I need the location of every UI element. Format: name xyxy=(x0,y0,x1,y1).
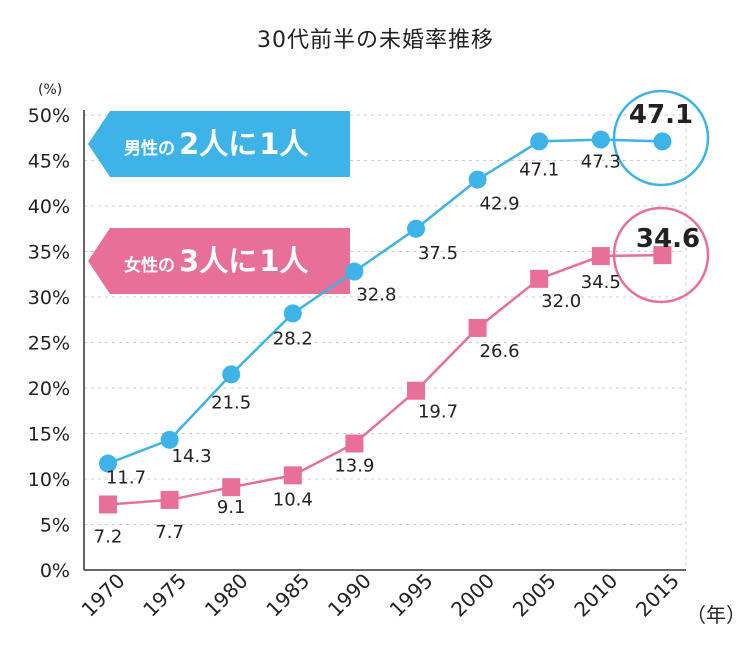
y-tick-label: 25% xyxy=(28,333,70,355)
x-axis-unit: （年） xyxy=(686,603,746,627)
data-label: 13.9 xyxy=(334,456,374,477)
data-label-highlight: 34.6 xyxy=(636,224,700,254)
data-label: 19.7 xyxy=(418,402,458,423)
y-tick-label: 40% xyxy=(28,196,70,218)
data-point xyxy=(283,466,302,485)
x-tick-label: 1990 xyxy=(323,569,376,622)
series-line xyxy=(107,138,663,465)
data-point xyxy=(99,454,117,473)
label-layer: 11.7 14.3 21.5 28.2 32.8 37.5 42.9 47.1 47.3 7.2 7… xyxy=(94,100,700,547)
data-label: 28.2 xyxy=(273,328,313,349)
data-label: 9.1 xyxy=(217,497,246,518)
y-axis-unit: (%) xyxy=(38,82,62,98)
callout-text-part: 女性の xyxy=(124,255,175,276)
y-tick-label: 0% xyxy=(40,560,70,582)
data-label: 21.5 xyxy=(211,392,251,413)
y-tick-label: 15% xyxy=(28,424,70,446)
data-label: 47.1 xyxy=(519,159,559,180)
data-point xyxy=(99,495,117,514)
series-line xyxy=(107,253,663,506)
data-point xyxy=(653,246,672,265)
x-tick-label: 1975 xyxy=(138,569,191,622)
x-tick-label: 1985 xyxy=(261,569,314,622)
data-point xyxy=(591,247,610,266)
data-point xyxy=(653,132,672,151)
data-label: 34.5 xyxy=(581,272,621,293)
series-layer xyxy=(99,89,710,514)
callout-text-part: 人に xyxy=(199,244,257,278)
callout-text-part: 人 xyxy=(279,127,308,161)
data-point xyxy=(530,269,549,288)
x-tick-label: 2010 xyxy=(569,569,622,622)
data-label: 32.8 xyxy=(356,285,396,306)
data-point xyxy=(160,430,179,449)
callout-text: 男性の 2人に1人 xyxy=(124,127,308,161)
data-label: 7.2 xyxy=(94,526,123,547)
y-tick-label: 45% xyxy=(28,151,70,173)
data-point xyxy=(345,434,364,453)
callout-text-part: 1 xyxy=(259,244,279,278)
data-label-highlight: 47.1 xyxy=(629,100,693,130)
data-point xyxy=(222,365,241,384)
y-tick-label: 50% xyxy=(28,105,70,127)
data-label: 11.7 xyxy=(106,468,146,489)
data-point xyxy=(530,132,549,151)
data-label: 14.3 xyxy=(172,446,212,467)
data-label: 32.0 xyxy=(541,291,581,312)
callout-arrow xyxy=(88,228,350,294)
highlight-ring xyxy=(612,206,710,304)
callout-text-part: 1 xyxy=(259,127,279,161)
data-point xyxy=(283,304,302,323)
data-point xyxy=(407,219,425,238)
data-point xyxy=(345,262,364,281)
x-tick-label: 2015 xyxy=(631,569,684,622)
callout-text-part: 3 xyxy=(179,244,199,278)
y-tick-label: 30% xyxy=(28,287,70,309)
data-label: 26.6 xyxy=(480,341,520,362)
data-label: 37.5 xyxy=(418,243,458,264)
highlight-ring xyxy=(612,89,710,187)
chart-title: 30代前半の未婚率推移 xyxy=(257,28,494,53)
data-point xyxy=(222,478,241,497)
x-tick-label: 1980 xyxy=(200,569,253,622)
x-tick-label: 1995 xyxy=(385,569,438,622)
x-tick-label: 2005 xyxy=(508,569,561,622)
data-point xyxy=(160,490,179,509)
y-tick-label: 5% xyxy=(40,515,70,537)
data-label: 47.3 xyxy=(581,152,621,173)
data-label: 7.7 xyxy=(155,522,184,543)
y-tick-label: 10% xyxy=(28,469,70,491)
y-tick-label: 20% xyxy=(28,378,70,400)
callout-text-part: 2 xyxy=(179,127,199,161)
callout-arrow xyxy=(88,111,350,177)
data-point xyxy=(468,318,487,337)
callout-text-part: 人に xyxy=(199,127,257,161)
data-label: 10.4 xyxy=(273,489,313,510)
callout-text-part: 男性の xyxy=(124,138,175,159)
x-tick-label: 2000 xyxy=(446,569,499,622)
x-tick-label: 1970 xyxy=(77,569,130,622)
y-tick-label: 35% xyxy=(28,242,70,264)
data-point xyxy=(468,170,487,189)
callout-text: 女性の 3人に1人 xyxy=(124,244,308,278)
data-point xyxy=(591,130,610,149)
data-label: 42.9 xyxy=(480,194,520,215)
data-point xyxy=(407,381,425,400)
callout-text-part: 人 xyxy=(279,244,308,278)
